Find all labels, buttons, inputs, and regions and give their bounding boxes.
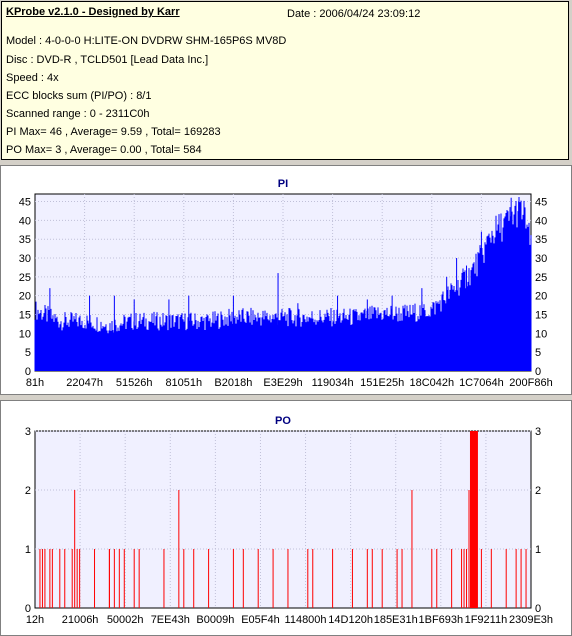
model-line: Model : 4-0-0-0 H:LITE-ON DVDRW SHM-165P… xyxy=(6,35,287,47)
pi-ytick-left: 40 xyxy=(19,215,31,227)
po-plot-area xyxy=(34,430,532,609)
pi-ytick-right: 0 xyxy=(535,366,541,378)
po-ytick-right: 3 xyxy=(535,426,541,438)
pi-xtick: 1C7064h xyxy=(459,377,504,389)
pi-stats-line: PI Max= 46 , Average= 9.59 , Total= 1692… xyxy=(6,126,221,138)
pi-xtick: 51526h xyxy=(116,377,153,389)
po-ytick-left: 2 xyxy=(25,485,31,497)
po-xtick: 2309E3h xyxy=(509,614,553,626)
po-chart-panel: PO 0 0 1 1 2 2 3 3 12h 21006h 50002h 7EE43h B0009h E05… xyxy=(0,400,572,636)
po-xtick: 12h xyxy=(26,614,44,626)
po-stats-line: PO Max= 3 , Average= 0.00 , Total= 584 xyxy=(6,144,202,156)
pi-xtick: 22047h xyxy=(66,377,103,389)
pi-xtick: 119034h xyxy=(312,377,354,389)
po-xtick: 185E31h xyxy=(374,614,418,626)
speed-line: Speed : 4x xyxy=(6,72,59,84)
pi-ytick-left: 20 xyxy=(19,291,31,303)
pi-ytick-right: 15 xyxy=(535,310,547,322)
pi-ytick-left: 0 xyxy=(25,366,31,378)
po-ytick-right: 1 xyxy=(535,544,541,556)
pi-ytick-right: 25 xyxy=(535,272,547,284)
po-xtick: 1F9211h xyxy=(465,614,508,626)
po-ytick-right: 0 xyxy=(535,603,541,615)
pi-xtick: 151E25h xyxy=(360,377,404,389)
pi-ytick-left: 15 xyxy=(19,310,31,322)
pi-ytick-left: 25 xyxy=(19,272,31,284)
po-ytick-right: 2 xyxy=(535,485,541,497)
pi-chart-panel: PI 0 0 5 5 10 10 15 15 20 20 25 25 30 30 35 35 40 40 45 45 81… xyxy=(0,165,572,395)
pi-ytick-right: 30 xyxy=(535,253,547,265)
disc-line: Disc : DVD-R , TCLD501 [Lead Data Inc.] xyxy=(6,54,209,66)
po-chart: PO 0 0 1 1 2 2 3 3 12h 21006h 50002h 7EE43h B0009h E05… xyxy=(25,415,553,626)
po-xtick: 50002h xyxy=(107,614,144,626)
pi-xtick: 81h xyxy=(26,377,44,389)
po-xtick: B0009h xyxy=(196,614,234,626)
info-panel: KProbe v2.1.0 - Designed by Karr Date : … xyxy=(1,1,569,160)
scan-date: Date : 2006/04/24 23:09:12 xyxy=(287,8,421,20)
pi-xtick: E3E29h xyxy=(263,377,302,389)
pi-ytick-right: 35 xyxy=(535,234,547,246)
ecc-line: ECC blocks sum (PI/PO) : 8/1 xyxy=(6,90,152,102)
pi-ytick-left: 45 xyxy=(19,197,31,209)
pi-ytick-right: 45 xyxy=(535,197,547,209)
po-xtick: 7EE43h xyxy=(151,614,190,626)
po-xtick: 14D120h xyxy=(328,614,373,626)
pi-title: PI xyxy=(278,178,288,190)
pi-ytick-right: 5 xyxy=(535,347,541,359)
po-xtick: 21006h xyxy=(62,614,99,626)
pi-chart: PI 0 0 5 5 10 10 15 15 20 20 25 25 30 30 35 35 40 40 45 45 81… xyxy=(19,178,553,389)
po-xtick: 114800h xyxy=(285,614,327,626)
pi-ytick-left: 35 xyxy=(19,234,31,246)
pi-ytick-left: 5 xyxy=(25,347,31,359)
po-ytick-left: 1 xyxy=(25,544,31,556)
pi-ytick-left: 10 xyxy=(19,328,31,340)
pi-ytick-left: 30 xyxy=(19,253,31,265)
scanned-range-line: Scanned range : 0 - 2311C0h xyxy=(6,108,150,120)
po-xtick: 1BF693h xyxy=(418,614,463,626)
pi-ytick-right: 40 xyxy=(535,215,547,227)
pi-xtick: 18C042h xyxy=(409,377,454,389)
po-ytick-left: 3 xyxy=(25,426,31,438)
pi-xtick: B2018h xyxy=(214,377,252,389)
pi-ytick-right: 20 xyxy=(535,291,547,303)
pi-ytick-right: 10 xyxy=(535,328,547,340)
pi-xtick: 200F86h xyxy=(509,377,552,389)
app-title: KProbe v2.1.0 - Designed by Karr xyxy=(6,6,180,18)
po-xtick: E05F4h xyxy=(241,614,280,626)
po-ytick-left: 0 xyxy=(25,603,31,615)
pi-xtick: 81051h xyxy=(165,377,202,389)
po-title: PO xyxy=(275,415,291,427)
